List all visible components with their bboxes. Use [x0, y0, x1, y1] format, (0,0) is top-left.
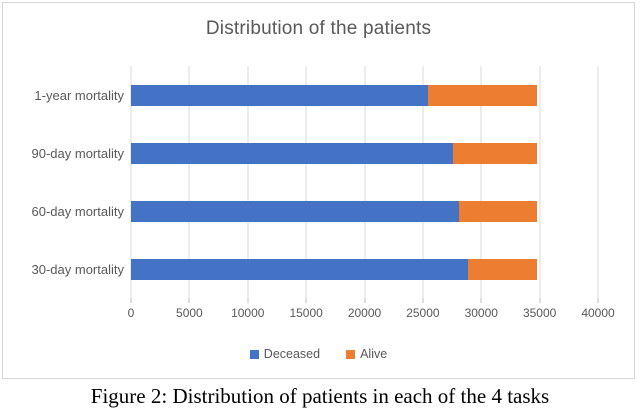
bar-row	[131, 124, 598, 182]
bar-segment-deceased	[131, 142, 454, 164]
chart-area: Distribution of the patients 1-year mort…	[2, 2, 635, 379]
stacked-bar	[131, 84, 598, 106]
x-tick-label: 35000	[522, 306, 557, 320]
y-axis-labels: 1-year mortality 90-day mortality 60-day m…	[3, 66, 131, 298]
bar-row	[131, 240, 598, 298]
legend-label: Alive	[360, 347, 388, 361]
x-tick-label: 40000	[581, 306, 615, 320]
tick-mark	[188, 298, 190, 303]
bar-row	[131, 66, 598, 124]
x-axis: 0 5000 10000 15000 20000 25000 30000 35000 40000	[127, 306, 615, 322]
category-label: 30-day mortality	[31, 261, 124, 277]
x-tick-label: 15000	[289, 306, 323, 320]
tick-mark	[539, 298, 541, 303]
tick-mark	[480, 298, 482, 303]
tick-mark	[305, 298, 307, 303]
bar-row	[131, 182, 598, 240]
legend-label: Deceased	[263, 347, 321, 361]
x-tick-label: 0	[127, 306, 135, 320]
category-label: 90-day mortality	[31, 145, 124, 161]
chart-title: Distribution of the patients	[205, 18, 432, 39]
gridline	[422, 66, 424, 298]
bar-segment-deceased	[131, 84, 428, 106]
figure-caption: Figure 2: Distribution of patients in ea…	[90, 384, 550, 408]
stacked-bar	[131, 142, 598, 164]
bar-segment-alive	[453, 142, 538, 164]
gridline	[539, 66, 541, 298]
tick-mark	[130, 298, 132, 303]
category-label: 60-day mortality	[31, 203, 124, 219]
stacked-bar	[131, 258, 598, 280]
bar-segment-alive	[427, 84, 538, 106]
category-label: 1-year mortality	[34, 87, 124, 103]
plot-area	[130, 66, 599, 303]
plot: 1-year mortality 90-day mortality 60-day m…	[3, 66, 634, 303]
legend-item: Alive	[346, 347, 387, 361]
x-tick-label: 20000	[347, 306, 382, 320]
legend-item: Deceased	[249, 347, 321, 361]
bar-segment-deceased	[131, 258, 469, 280]
x-tick-label: 30000	[464, 306, 498, 320]
stacked-bar	[131, 200, 598, 222]
bar-segment-alive	[459, 200, 538, 222]
legend: Deceased Alive	[3, 347, 634, 361]
gridline	[480, 66, 482, 298]
legend-swatch-alive	[346, 349, 356, 359]
x-tick-label: 10000	[231, 306, 265, 320]
tick-mark	[422, 298, 424, 303]
legend-swatch-deceased	[249, 349, 259, 359]
tick-mark	[247, 298, 249, 303]
bar-segment-alive	[468, 258, 538, 280]
gridline	[364, 66, 365, 298]
gridline	[305, 66, 307, 298]
x-tick-label: 5000	[176, 306, 203, 320]
tick-mark	[597, 298, 599, 303]
gridline	[130, 66, 132, 298]
gridline	[597, 66, 599, 298]
gridline	[188, 66, 190, 298]
x-tick-label: 25000	[406, 306, 440, 320]
tick-mark	[364, 298, 365, 303]
gridline	[247, 66, 249, 298]
bar-segment-deceased	[131, 200, 460, 222]
